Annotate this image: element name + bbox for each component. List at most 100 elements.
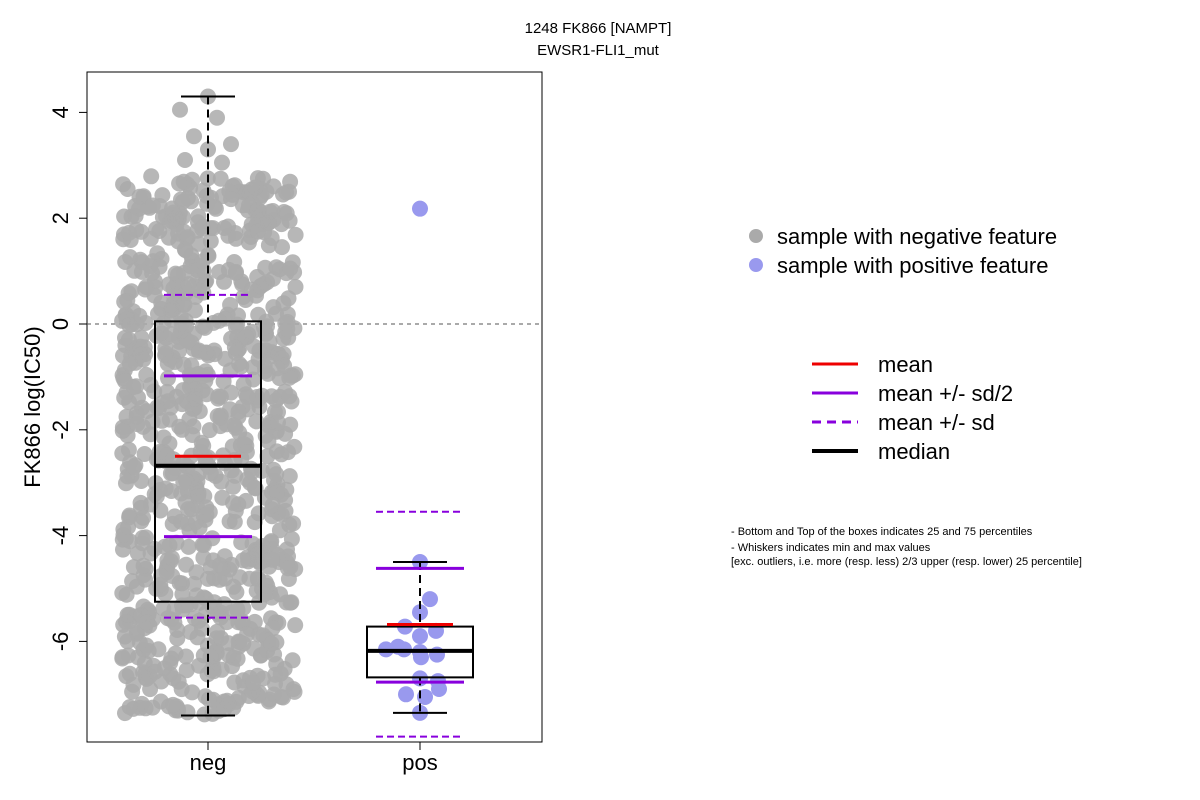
neg-point <box>216 701 233 718</box>
neg-point <box>136 446 153 462</box>
neg-point <box>186 390 203 407</box>
neg-point <box>135 557 152 574</box>
neg-point <box>198 506 215 523</box>
neg-point <box>237 329 254 346</box>
neg-point <box>277 315 294 332</box>
neg-point <box>252 278 269 295</box>
neg-point <box>117 373 133 390</box>
neg-point <box>166 601 183 618</box>
neg-point <box>211 557 228 573</box>
neg-point <box>230 403 247 420</box>
neg-point <box>133 263 150 280</box>
legend-point-label: sample with negative feature <box>777 224 1057 249</box>
neg-point <box>270 414 286 431</box>
plot-area: -6 -4 -2 0 2 4 neg pos <box>48 71 543 775</box>
neg-point <box>277 502 294 519</box>
neg-point <box>193 434 210 451</box>
neg-point <box>151 258 168 275</box>
neg-point <box>114 650 131 667</box>
neg-point <box>251 342 268 359</box>
neg-point <box>186 128 202 145</box>
neg-point <box>194 318 211 335</box>
neg-point <box>114 422 131 439</box>
neg-point <box>133 607 150 623</box>
neg-point <box>143 168 160 185</box>
neg-point <box>138 403 155 420</box>
neg-point <box>133 473 150 489</box>
neg-point <box>214 489 231 506</box>
neg-point <box>278 554 295 571</box>
neg-point <box>165 696 181 713</box>
neg-point <box>215 373 232 390</box>
notes: - Bottom and Top of the boxes indicates … <box>731 526 1082 568</box>
note-line-1: - Bottom and Top of the boxes indicates … <box>731 526 1033 538</box>
neg-point <box>276 357 293 374</box>
neg-point <box>169 630 186 647</box>
pos-point <box>412 604 428 621</box>
neg-point <box>194 536 211 553</box>
neg-point <box>211 571 228 588</box>
neg-point <box>191 519 208 536</box>
neg-point <box>144 699 161 716</box>
neg-point <box>248 544 265 560</box>
neg-point <box>227 467 244 484</box>
neg-point <box>142 377 159 393</box>
neg-point <box>223 136 239 153</box>
neg-point <box>114 445 131 462</box>
y-tick-label: -4 <box>48 526 73 546</box>
neg-point <box>229 600 246 617</box>
neg-point <box>264 551 281 568</box>
y-tick-label: 2 <box>48 212 73 224</box>
neg-point <box>148 488 165 505</box>
neg-point <box>256 586 273 603</box>
legend-line-label: mean <box>878 352 933 377</box>
neg-point <box>230 496 247 513</box>
pos-point <box>431 681 447 698</box>
neg-point <box>214 154 230 171</box>
legend-point-marker <box>749 258 763 272</box>
neg-point <box>116 389 133 406</box>
pos-points <box>378 200 447 721</box>
neg-point <box>261 333 278 350</box>
neg-point <box>245 674 261 691</box>
neg-point <box>178 662 195 679</box>
neg-point <box>238 444 255 461</box>
neg-point <box>218 614 235 631</box>
neg-point <box>126 459 143 476</box>
neg-point <box>154 187 171 204</box>
neg-point <box>263 635 280 652</box>
neg-point <box>144 197 161 214</box>
neg-point <box>176 296 193 313</box>
neg-point <box>122 249 139 266</box>
neg-point <box>155 429 172 446</box>
neg-point <box>194 220 211 237</box>
neg-point <box>116 293 133 310</box>
neg-point <box>284 652 301 669</box>
neg-point <box>287 226 304 243</box>
neg-point <box>119 606 136 623</box>
neg-point <box>149 245 166 262</box>
neg-point <box>172 101 188 118</box>
pos-point <box>422 591 438 608</box>
neg-point <box>268 466 285 483</box>
neg-point <box>148 221 165 237</box>
neg-point <box>285 681 302 698</box>
neg-point <box>281 468 298 485</box>
neg-point <box>279 541 295 558</box>
neg-point <box>226 339 243 356</box>
neg-point <box>209 623 226 640</box>
y-tick-label: -2 <box>48 420 73 440</box>
neg-point <box>150 305 166 322</box>
neg-point <box>173 315 190 332</box>
neg-point <box>175 382 191 399</box>
legend-line-label: mean +/- sd/2 <box>878 381 1013 406</box>
pos-point <box>398 686 414 703</box>
neg-point <box>228 264 244 280</box>
neg-point <box>281 388 298 405</box>
neg-point <box>190 235 207 252</box>
note-line-2: - Whiskers indicates min and max values <box>731 542 931 554</box>
neg-point <box>132 494 149 511</box>
neg-point <box>150 641 167 658</box>
neg-point <box>141 668 158 684</box>
neg-point <box>163 550 180 566</box>
